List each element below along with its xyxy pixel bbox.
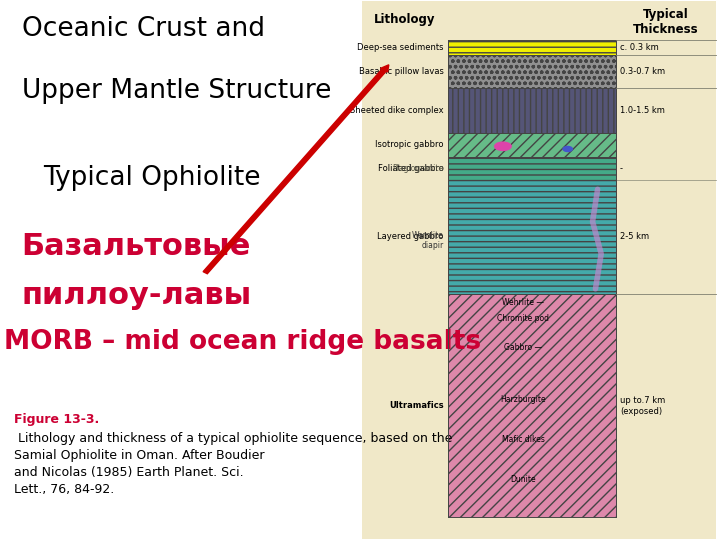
- Text: Basaltic pillow lavas: Basaltic pillow lavas: [359, 67, 444, 76]
- Text: Isotropic gabbro: Isotropic gabbro: [375, 140, 444, 150]
- Text: Harzburgite: Harzburgite: [500, 395, 546, 403]
- Bar: [448, 180, 616, 294]
- Text: Lithology: Lithology: [374, 13, 436, 26]
- Text: Базальтовые: Базальтовые: [22, 232, 251, 261]
- Bar: [448, 133, 616, 157]
- Text: Typical
Thickness: Typical Thickness: [633, 8, 699, 36]
- Text: Plagiogranite: Plagiogranite: [392, 164, 444, 173]
- Text: Upper Mantle Structure: Upper Mantle Structure: [22, 78, 331, 104]
- Bar: [362, 1, 716, 539]
- Text: up to.7 km
(exposed): up to.7 km (exposed): [620, 396, 665, 415]
- Text: Mafic dikes: Mafic dikes: [502, 435, 545, 444]
- Bar: [448, 55, 616, 88]
- Bar: [448, 40, 616, 55]
- Text: Ultramafics: Ultramafics: [389, 401, 444, 410]
- FancyArrow shape: [203, 65, 389, 274]
- Text: Dunite: Dunite: [510, 475, 536, 484]
- Text: Layered gabbro: Layered gabbro: [377, 232, 444, 241]
- Text: Foliated gabbro: Foliated gabbro: [378, 164, 444, 173]
- Text: Wehrlite —: Wehrlite —: [503, 298, 544, 307]
- Bar: [448, 88, 616, 133]
- Text: Deep-sea sediments: Deep-sea sediments: [357, 43, 444, 52]
- Text: 1.0-1.5 km: 1.0-1.5 km: [620, 106, 665, 115]
- Text: Figure 13-3.: Figure 13-3.: [14, 413, 99, 426]
- Text: 0.3-0.7 km: 0.3-0.7 km: [620, 67, 665, 76]
- Text: 2-5 km: 2-5 km: [620, 232, 649, 241]
- Text: Chromite pod: Chromite pod: [498, 314, 549, 323]
- Text: Oceanic Crust and: Oceanic Crust and: [22, 16, 265, 42]
- Ellipse shape: [562, 146, 573, 152]
- Text: Gabbro —: Gabbro —: [504, 343, 542, 353]
- Text: MORB – mid ocean ridge basalts: MORB – mid ocean ridge basalts: [4, 329, 481, 355]
- Ellipse shape: [494, 141, 512, 151]
- Bar: [448, 294, 616, 517]
- Text: c. 0.3 km: c. 0.3 km: [620, 43, 659, 52]
- Text: Wernlite
diapir: Wernlite diapir: [412, 231, 444, 250]
- Bar: [448, 157, 616, 180]
- Text: Lithology and thickness of a typical ophiolite sequence, based on the
Samial Oph: Lithology and thickness of a typical oph…: [14, 432, 453, 496]
- Text: Typical Ophiolite: Typical Ophiolite: [43, 165, 261, 191]
- Text: Sheeted dike complex: Sheeted dike complex: [350, 106, 444, 115]
- Text: -: -: [620, 164, 623, 173]
- Text: пиллоу-лавы: пиллоу-лавы: [22, 281, 252, 310]
